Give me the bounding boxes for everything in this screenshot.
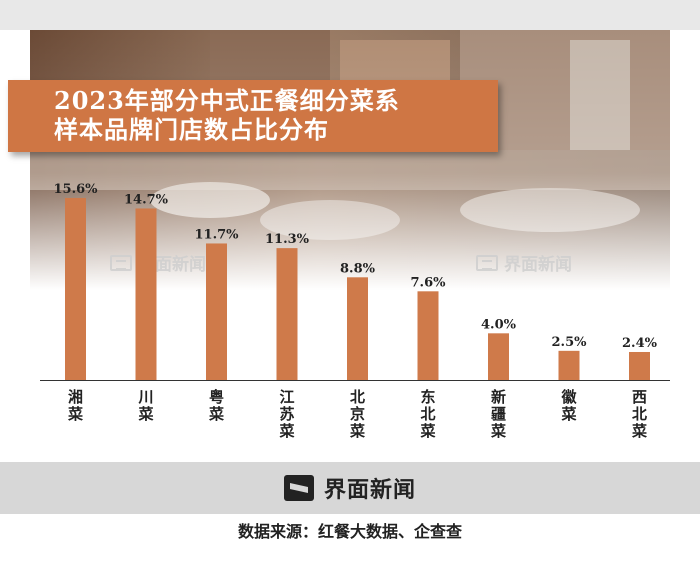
bar-4 <box>347 277 368 380</box>
footer-brand: 界面新闻 <box>323 478 416 503</box>
value-label-5: 7.6% <box>411 275 447 290</box>
bar-1 <box>135 208 157 380</box>
value-label-1: 14.7% <box>124 192 169 207</box>
chart-title-line1: 2023年部分中式正餐细分菜系 <box>54 86 400 115</box>
bar-2 <box>206 243 227 380</box>
value-label-6: 4.0% <box>481 317 517 332</box>
bar-chart: 15.6% 湘菜 14.7% 川菜 11.7% 粤菜 11.3% 江苏菜 8.8% 北京菜 7.6%… <box>40 182 670 440</box>
data-source: 数据来源：红餐大数据、企查查 <box>237 522 462 541</box>
bar-5 <box>417 291 439 380</box>
watermark-logo-icon <box>110 254 132 271</box>
bar-3 <box>276 248 298 380</box>
category-label-6: 新疆菜 <box>490 388 506 440</box>
category-label-0: 湘菜 <box>67 388 83 423</box>
chart-title-box: 2023年部分中式正餐细分菜系 样本品牌门店数占比分布 <box>8 80 498 152</box>
value-label-4: 8.8% <box>340 261 376 276</box>
value-label-8: 2.4% <box>622 336 658 351</box>
category-label-5: 东北菜 <box>419 388 435 440</box>
category-label-2: 粤菜 <box>208 388 224 423</box>
category-label-4: 北京菜 <box>349 388 365 440</box>
value-label-2: 11.7% <box>194 227 239 242</box>
bar-8 <box>629 351 650 380</box>
category-label-3: 江苏菜 <box>278 388 294 440</box>
category-label-7: 徽菜 <box>560 388 577 423</box>
value-label-7: 2.5% <box>552 335 588 350</box>
footer-band: 界面新闻 <box>0 462 700 514</box>
watermark-logo-icon <box>476 254 498 271</box>
watermark-right: 界面新闻 <box>476 250 572 275</box>
jiemian-logo-icon <box>283 475 314 501</box>
top-strip <box>0 0 700 30</box>
bar-0 <box>65 197 86 380</box>
watermark-text: 界面新闻 <box>504 255 572 275</box>
value-label-0: 15.6% <box>53 182 98 197</box>
value-label-3: 11.3% <box>265 232 310 247</box>
category-label-1: 川菜 <box>137 388 153 423</box>
category-label-8: 西北菜 <box>631 388 647 440</box>
restaurant-background-photo <box>30 30 670 290</box>
chart-title-line2: 样本品牌门店数占比分布 <box>54 115 329 144</box>
bar-6 <box>488 333 509 380</box>
bar-7 <box>558 350 580 380</box>
